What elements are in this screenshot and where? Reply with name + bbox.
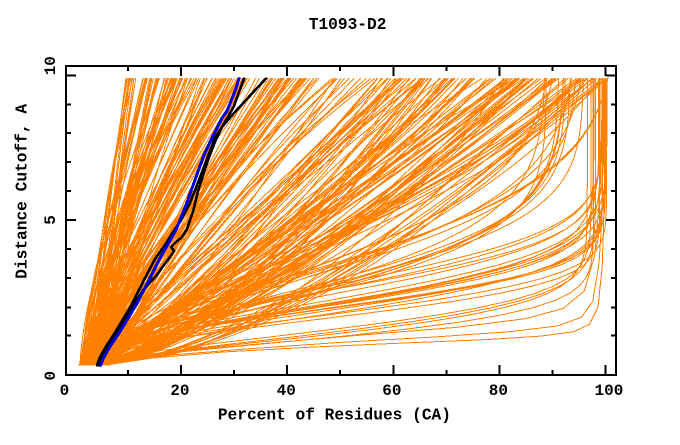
svg-text:20: 20	[170, 382, 189, 400]
svg-text:Distance Cutoff, A: Distance Cutoff, A	[14, 104, 32, 279]
svg-text:10: 10	[42, 56, 60, 75]
svg-text:80: 80	[489, 382, 508, 400]
svg-text:0: 0	[42, 371, 60, 381]
svg-text:T1093-D2: T1093-D2	[309, 16, 387, 34]
svg-text:Percent of Residues (CA): Percent of Residues (CA)	[218, 406, 451, 424]
svg-text:60: 60	[382, 382, 401, 400]
svg-text:0: 0	[60, 382, 70, 400]
svg-text:100: 100	[594, 382, 623, 400]
svg-text:40: 40	[277, 382, 296, 400]
svg-text:5: 5	[42, 215, 60, 225]
